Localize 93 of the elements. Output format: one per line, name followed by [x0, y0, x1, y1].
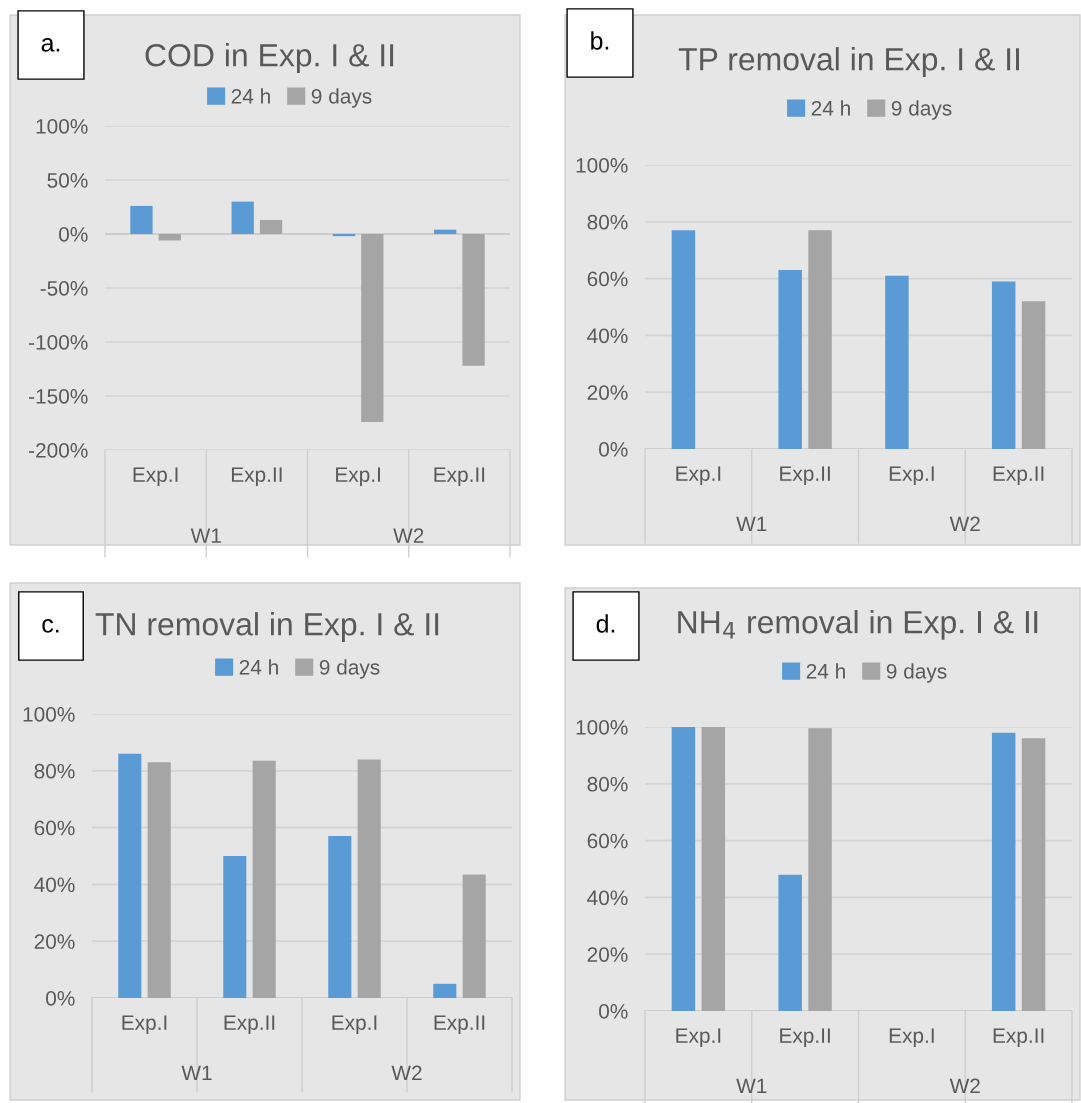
x-tick-label: Exp.II [434, 1015, 485, 1035]
legend-label: 9 days [891, 100, 952, 120]
y-tick-label: 0% [46, 991, 75, 1006]
legend-label: 9 days [319, 659, 380, 679]
text: W1 [736, 1078, 767, 1094]
text: W1 [190, 528, 221, 543]
bar [1021, 301, 1046, 449]
bar [130, 205, 153, 234]
bar [357, 759, 381, 998]
x-tick-label: Exp.I [133, 467, 178, 487]
x-tick-label: Exp.II [993, 466, 1044, 486]
y-tick-label: 0% [599, 442, 628, 457]
text: c. [42, 619, 59, 633]
bar [462, 874, 486, 998]
text: a. [41, 38, 60, 52]
bar [462, 234, 485, 366]
text: W2 [393, 528, 424, 543]
x-tick-label: Exp.II [993, 1028, 1044, 1048]
bar [433, 983, 457, 998]
y-tick-label: 0% [59, 227, 88, 242]
y-tick-label: 80% [34, 763, 75, 779]
chart-title: TP removal in Exp. I & II [678, 47, 1019, 77]
bar [885, 275, 909, 449]
text: W2 [391, 1065, 422, 1081]
bar [118, 753, 142, 998]
bar [361, 234, 384, 422]
bar [252, 760, 276, 998]
x-tick-label: Exp.I [336, 467, 380, 487]
text: W1 [181, 1065, 212, 1081]
bar [332, 234, 356, 237]
y-tick-label: -100% [29, 335, 88, 350]
bar [671, 727, 696, 1011]
legend-label: 24 h [806, 663, 845, 679]
y-tick-label: 100% [576, 720, 628, 735]
chart-title: COD in Exp. I & II [145, 43, 394, 73]
y-tick-label: 0% [599, 1004, 628, 1019]
y-tick-label: 100% [36, 119, 88, 134]
y-tick-label: 100% [576, 158, 628, 173]
x-tick-label: Exp.II [780, 466, 830, 486]
y-tick-label: 60% [587, 271, 628, 287]
text: W1 [736, 516, 767, 532]
text: W2 [949, 516, 980, 532]
y-tick-label: 60% [34, 820, 75, 836]
legend-label: 9 days [886, 663, 947, 683]
bar [778, 874, 802, 1011]
y-tick-label: 40% [587, 890, 628, 906]
y-tick-label: 100% [23, 707, 75, 722]
y-tick-label: 20% [587, 947, 628, 962]
bar [1021, 738, 1046, 1011]
y-tick-label: 20% [34, 934, 75, 949]
bar [991, 281, 1016, 449]
bar [808, 728, 832, 1011]
y-tick-label: 60% [587, 833, 628, 849]
y-tick-label: 40% [34, 877, 75, 893]
y-tick-label: 80% [587, 214, 628, 230]
bar [778, 270, 802, 449]
y-tick-label: -150% [29, 389, 88, 404]
x-tick-label: Exp.I [676, 1028, 721, 1048]
x-tick-label: Exp.I [676, 466, 721, 486]
bar [671, 230, 696, 449]
y-tick-label: 40% [587, 328, 628, 344]
bar [147, 762, 171, 998]
x-tick-label: Exp.II [231, 467, 282, 487]
x-tick-label: Exp.II [224, 1015, 275, 1035]
y-tick-label: 20% [587, 385, 628, 400]
x-tick-label: Exp.II [780, 1028, 830, 1048]
bar [434, 229, 457, 234]
bar [223, 856, 247, 998]
bar [328, 836, 352, 998]
bar [808, 230, 832, 449]
x-tick-label: Exp.I [332, 1015, 377, 1035]
chart-title: TN removal in Exp. I & II [95, 612, 439, 642]
y-tick-label: -200% [29, 443, 88, 458]
bar [701, 727, 726, 1011]
y-tick-label: 80% [587, 776, 628, 792]
x-tick-label: Exp.II [434, 467, 485, 487]
bar [259, 219, 283, 234]
text: d. [596, 614, 615, 633]
text: W2 [949, 1078, 980, 1094]
y-tick-label: 50% [47, 173, 88, 188]
legend-label: 24 h [811, 100, 850, 116]
bar [231, 201, 254, 234]
legend-label: 9 days [311, 88, 372, 108]
bar [991, 732, 1016, 1011]
legend-label: 24 h [239, 659, 278, 675]
x-tick-label: Exp.I [889, 1028, 934, 1048]
y-tick-label: -50% [40, 281, 88, 296]
x-tick-label: Exp.I [122, 1015, 167, 1035]
chart-title: NH$_{4}$ removal in Exp. I & II [678, 609, 1038, 640]
bar [158, 234, 181, 241]
text: b. [591, 31, 609, 50]
legend-label: 24 h [231, 88, 270, 104]
x-tick-label: Exp.I [889, 466, 934, 486]
